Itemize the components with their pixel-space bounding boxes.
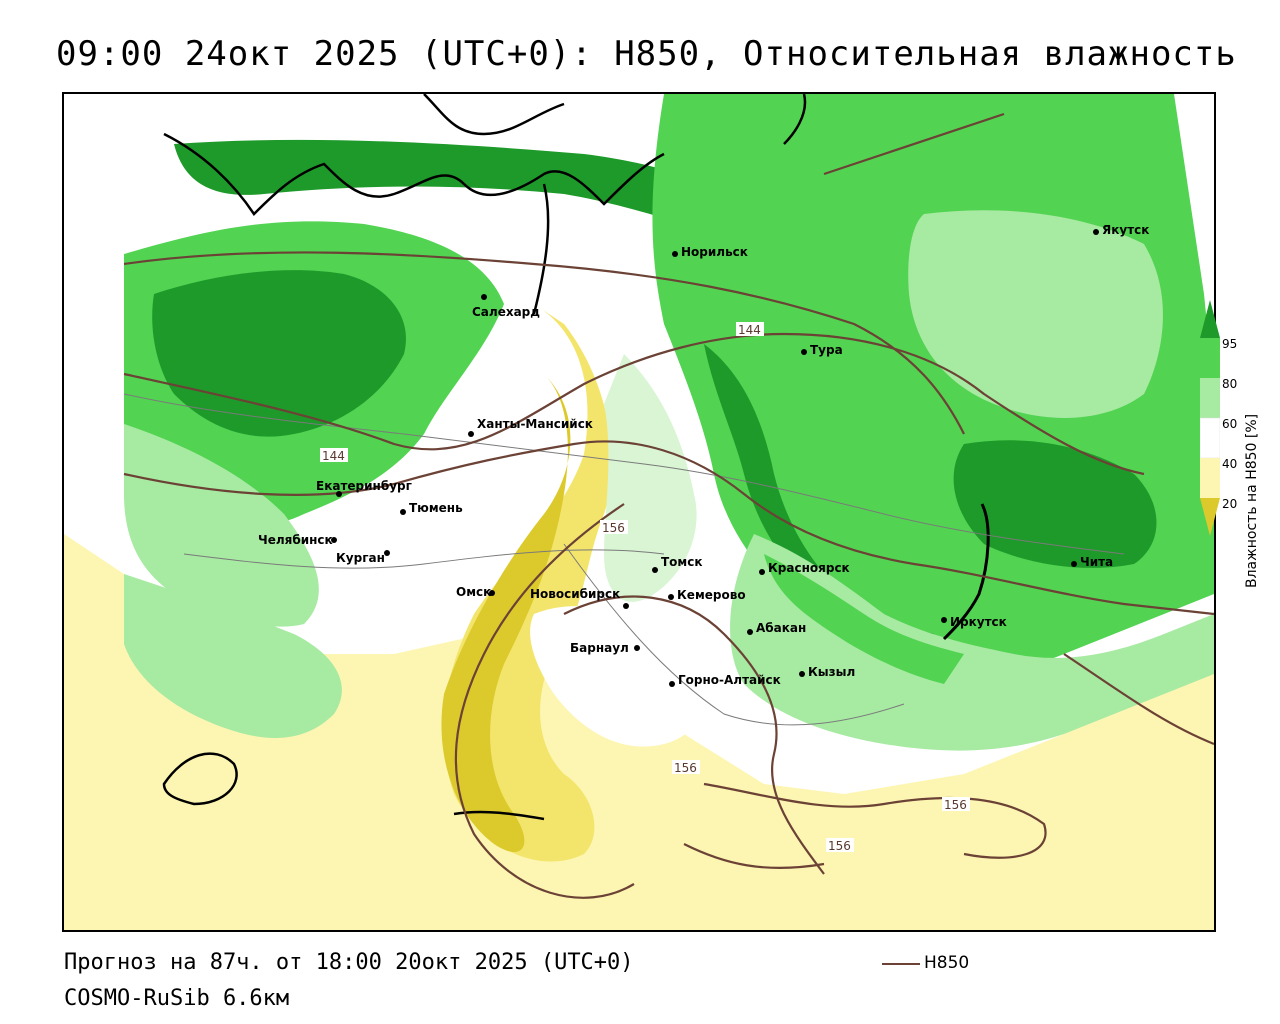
baikal-dark-green <box>953 440 1157 568</box>
city-dot <box>759 569 765 575</box>
map-area[interactable]: 144 144 156 156 156 156 Норильск Якутск … <box>62 92 1216 932</box>
city-dot <box>481 294 487 300</box>
city-label: Абакан <box>756 621 806 635</box>
colorbar-title: Влажность на H850 [%] <box>1244 413 1260 588</box>
taymyr-coast <box>783 94 807 145</box>
city-label: Екатеринбург <box>316 479 412 493</box>
arctic-coastline <box>163 132 665 216</box>
city-label: Челябинск <box>258 533 333 547</box>
h850-contour-1 <box>123 251 965 435</box>
colorbar-top-arrow <box>1200 300 1220 338</box>
city-label: Чита <box>1080 555 1113 569</box>
city-dot <box>672 251 678 257</box>
balkhash-lake <box>453 810 545 821</box>
city-label: Томск <box>661 555 703 569</box>
city-dot <box>384 550 390 556</box>
central-pale <box>604 354 697 602</box>
region-border-3 <box>563 543 905 726</box>
contour-label: 144 <box>322 449 345 463</box>
colorbar-band-80-95 <box>1200 338 1220 378</box>
city-label: Якутск <box>1102 223 1149 237</box>
city-dot <box>400 509 406 515</box>
contour-label-group: 144 144 156 156 156 156 <box>320 322 970 853</box>
colorbar-band-60-80 <box>1200 378 1220 418</box>
city-label: Норильск <box>681 245 748 259</box>
south-green-belt <box>730 534 1214 751</box>
contour-label: 156 <box>828 839 851 853</box>
h850-contour-2 <box>123 332 1145 476</box>
colorbar-band-40-60 <box>1200 417 1220 459</box>
model-info: COSMO-RuSib 6.6км <box>64 986 290 1011</box>
south-green-core <box>764 554 964 684</box>
colorbar-tick: 60 <box>1222 417 1238 431</box>
city-label: Салехард <box>472 305 540 319</box>
city-label: Кемерово <box>677 588 746 602</box>
central-white <box>530 606 702 747</box>
city-dot <box>634 645 640 651</box>
colorbar-bottom-arrow <box>1200 498 1220 536</box>
region-border-2 <box>183 549 665 569</box>
contour-label: 156 <box>602 521 625 535</box>
yamal-coast <box>532 183 550 315</box>
city-dot <box>468 431 474 437</box>
southwest-green <box>124 574 342 738</box>
city-label: Красноярск <box>768 561 850 575</box>
city-label: Иркутск <box>950 615 1007 629</box>
colorbar-tick: 80 <box>1222 377 1238 391</box>
city-label: Тюмень <box>409 501 463 515</box>
contour-label: 144 <box>738 323 761 337</box>
colorbar-tick: 95 <box>1222 337 1238 351</box>
city-dot <box>1093 229 1099 235</box>
city-label: Новосибирск <box>530 587 620 601</box>
city-label: Барнаул <box>570 641 629 655</box>
h850-legend-label: H850 <box>924 953 970 973</box>
city-dot <box>331 537 337 543</box>
city-dot <box>652 567 658 573</box>
h850-contour-7 <box>683 843 825 869</box>
city-label: Тура <box>810 343 843 357</box>
map-title: 09:00 24окт 2025 (UTC+0): H850, Относите… <box>56 34 1237 74</box>
h850-contour-8 <box>823 112 1005 176</box>
forecast-info: Прогноз на 87ч. от 18:00 20окт 2025 (UTC… <box>64 950 634 975</box>
h850-legend-line <box>882 963 920 965</box>
very-dry-band <box>441 374 571 853</box>
city-dot <box>799 671 805 677</box>
ural-light-green <box>124 424 319 627</box>
city-dot <box>1071 561 1077 567</box>
city-label: Омск <box>456 585 491 599</box>
humidity-map: 144 144 156 156 156 156 Норильск Якутск … <box>64 94 1214 930</box>
city-dot <box>336 491 342 497</box>
colorbar-tick: 20 <box>1222 497 1238 511</box>
h850-contour-5 <box>563 595 825 875</box>
colorbar-tick: 40 <box>1222 457 1238 471</box>
novaya-zemlya-coast <box>423 94 565 136</box>
baikal-shore <box>942 503 990 641</box>
colorbar-band-20-40 <box>1200 458 1220 498</box>
city-dot <box>669 681 675 687</box>
east-light-green <box>908 210 1163 418</box>
humidity-colorbar <box>1200 300 1220 536</box>
city-dot <box>623 603 629 609</box>
city-label: Курган <box>336 551 385 565</box>
h850-contour-9 <box>1063 653 1214 746</box>
h850-contour-4 <box>454 503 635 899</box>
city-dot <box>941 617 947 623</box>
city-dot <box>668 594 674 600</box>
aral-sea <box>162 752 238 806</box>
region-border-1 <box>123 393 1125 555</box>
city-label: Ханты-Мансийск <box>477 417 593 431</box>
city-label: Кызыл <box>808 665 855 679</box>
contour-label: 156 <box>944 798 967 812</box>
city-dot <box>747 629 753 635</box>
city-markers: Норильск Якутск Салехард Тура Ханты-Манс… <box>258 223 1149 687</box>
city-label: Горно-Алтайск <box>678 673 781 687</box>
city-dot <box>489 590 495 596</box>
city-dot <box>801 349 807 355</box>
contour-label: 156 <box>674 761 697 775</box>
